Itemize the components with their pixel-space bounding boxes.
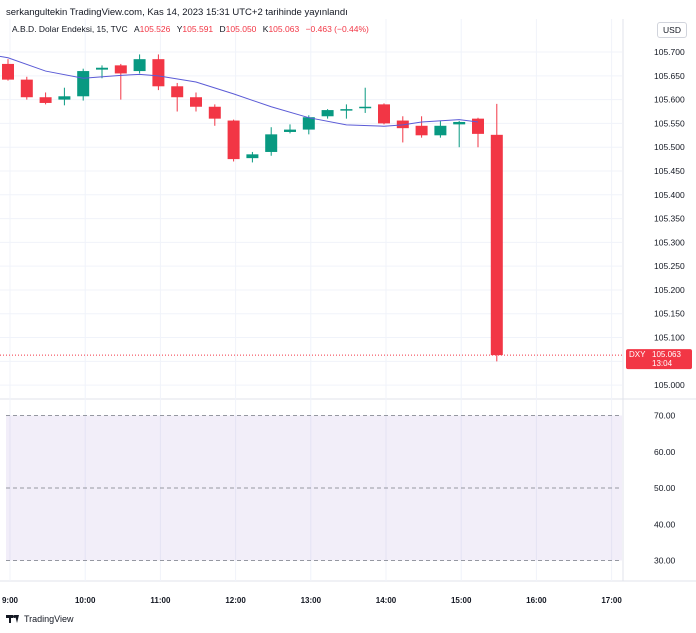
price-tick-label: 105.650 (654, 71, 685, 81)
candle-body[interactable] (208, 106, 221, 119)
chart-canvas[interactable]: 105.700 105.650 105.600 105.550 105.500 105.4… (0, 19, 696, 611)
last-price-symbol: DXY (629, 350, 646, 359)
legend-change-value: −0.463 (−0.44%) (305, 24, 369, 34)
chart-area[interactable]: 105.700 105.650 105.600 105.550 105.500 105.4… (0, 19, 696, 611)
last-price-badge-bg (626, 349, 692, 370)
rsi-pane (6, 415, 622, 561)
legend-low-label: D (219, 24, 226, 34)
moving-average-line (0, 55, 479, 127)
footer-brand: TradingView (24, 614, 74, 624)
candle-body[interactable] (171, 86, 184, 98)
currency-button[interactable]: USD (657, 22, 687, 38)
legend-open-value: 105.526 (139, 24, 171, 34)
candle-body[interactable] (284, 129, 296, 132)
price-tick-label: 105.300 (654, 237, 685, 247)
price-tick-label: 105.200 (654, 285, 685, 295)
candle-body[interactable] (490, 134, 503, 356)
time-tick-label: 17:00 (601, 596, 622, 605)
price-tick-label: 105.250 (654, 261, 685, 271)
price-tick-label: 105.550 (654, 118, 685, 128)
legend-low-value: 105.050 (225, 24, 257, 34)
candle-body[interactable] (20, 79, 33, 98)
moving-average-series (0, 55, 479, 127)
time-tick-label: 12:00 (225, 596, 246, 605)
rsi-tick-label: 70.00 (654, 411, 676, 421)
candle-body[interactable] (434, 125, 447, 136)
price-tick-label: 105.000 (654, 380, 685, 390)
footer: TradingView (6, 614, 74, 624)
candle-body[interactable] (472, 118, 484, 134)
price-tick-label: 105.600 (654, 95, 685, 105)
price-tick-label: 105.700 (654, 47, 685, 57)
rsi-tick-label: 60.00 (654, 447, 676, 457)
candle-body[interactable] (415, 125, 428, 136)
price-tick-label: 105.500 (654, 142, 685, 152)
price-axis: 105.700 105.650 105.600 105.550 105.500 105.4… (654, 47, 685, 565)
time-tick-label: 13:00 (301, 596, 322, 605)
candle-body[interactable] (39, 97, 52, 103)
time-axis: 9:00 10:00 11:00 12:00 13:00 14:00 15:00 16:00 1… (2, 596, 622, 605)
candle-body[interactable] (453, 121, 466, 125)
candle-body[interactable] (378, 104, 390, 124)
price-tick-label: 105.450 (654, 166, 685, 176)
bar-countdown: 13:04 (652, 359, 673, 368)
price-tick-label: 105.100 (654, 333, 685, 343)
time-tick-label: 15:00 (451, 596, 472, 605)
price-tick-label: 105.400 (654, 190, 685, 200)
rsi-tick-label: 50.00 (654, 483, 676, 493)
candle-body[interactable] (152, 59, 165, 87)
candle-body[interactable] (133, 59, 146, 72)
legend-high-label: Y (176, 24, 183, 34)
legend-open-label: A (133, 24, 140, 34)
grid-lines (0, 19, 696, 582)
candle-body[interactable] (321, 110, 334, 117)
time-tick-label: 10:00 (75, 596, 96, 605)
candlestick-series (2, 54, 503, 362)
candle-body[interactable] (302, 117, 315, 130)
publisher-line: serkangultekin TradingView.com, Kas 14, … (6, 7, 348, 18)
candle-body[interactable] (114, 65, 127, 74)
rsi-tick-label: 40.00 (654, 519, 676, 529)
legend-close-label: K (262, 24, 269, 34)
legend-high-value: 105.591 (182, 24, 214, 34)
candle-body[interactable] (359, 106, 372, 109)
legend-symbol: A.B.D. Dolar Endeksi, 15, TVC (12, 24, 128, 34)
time-tick-label: 16:00 (526, 596, 547, 605)
last-price-value: 105.063 (652, 350, 681, 359)
candle-body[interactable] (77, 71, 90, 97)
candle-body[interactable] (96, 67, 108, 70)
candle-body[interactable] (265, 134, 278, 152)
candle-body[interactable] (227, 120, 240, 160)
candle-body[interactable] (246, 154, 259, 159)
legend-close-value: 105.063 (268, 24, 300, 34)
candle-body[interactable] (190, 97, 202, 107)
candle-body[interactable] (340, 109, 353, 111)
time-tick-label: 14:00 (376, 596, 397, 605)
tradingview-logo-icon (6, 614, 20, 624)
time-tick-label: 9:00 (2, 596, 19, 605)
candle-body[interactable] (58, 96, 71, 100)
candle-body[interactable] (2, 63, 14, 80)
chart-legend: A.B.D. Dolar Endeksi, 15, TVC A105.526 Y… (12, 24, 369, 34)
price-tick-label: 105.150 (654, 309, 685, 319)
rsi-tick-label: 30.00 (654, 556, 676, 566)
time-tick-label: 11:00 (150, 596, 171, 605)
price-tick-label: 105.350 (654, 214, 685, 224)
